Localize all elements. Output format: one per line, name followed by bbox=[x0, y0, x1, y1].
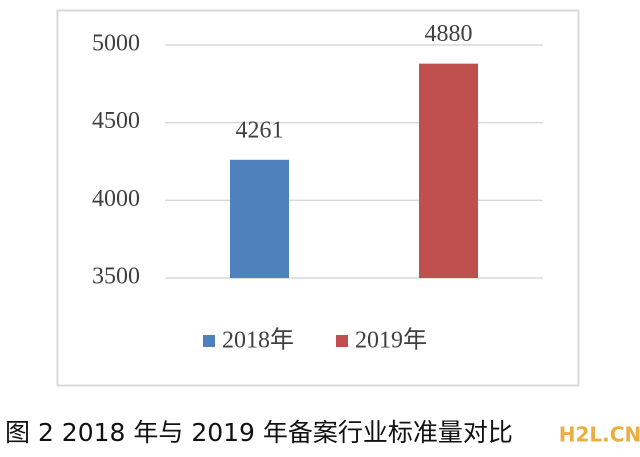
y-tick-label: 3500 bbox=[92, 264, 140, 290]
y-tick-label: 4500 bbox=[92, 108, 140, 134]
legend-swatch bbox=[336, 335, 348, 347]
legend-label: 2018年 bbox=[222, 327, 294, 354]
data-label: 4880 bbox=[425, 21, 473, 47]
y-tick-label: 4000 bbox=[92, 186, 140, 212]
legend-label: 2019年 bbox=[355, 327, 427, 354]
legend-swatch bbox=[203, 335, 215, 347]
y-tick-label: 5000 bbox=[92, 31, 140, 57]
data-label: 4261 bbox=[236, 117, 284, 143]
watermark: H2L.CN bbox=[559, 423, 640, 447]
caption: 图 2 2018 年与 2019 年备案行业标准量对比 bbox=[5, 418, 513, 447]
chart-frame bbox=[56, 9, 580, 387]
bar bbox=[230, 159, 289, 278]
bar bbox=[419, 63, 478, 278]
